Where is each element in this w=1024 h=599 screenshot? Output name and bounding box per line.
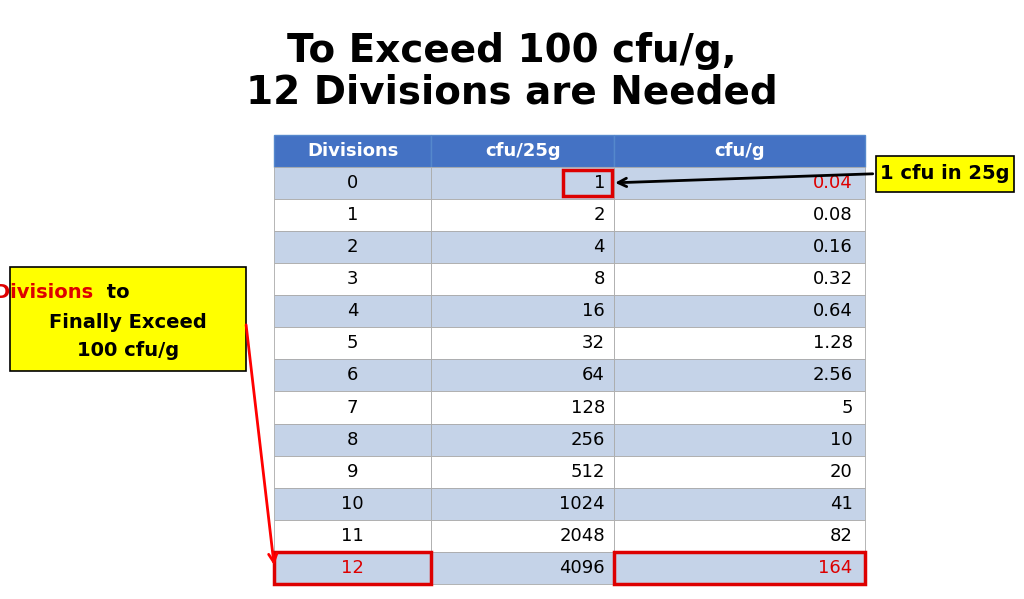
Bar <box>431 295 614 327</box>
Bar <box>614 263 865 295</box>
Bar <box>431 423 614 456</box>
Text: 1.28: 1.28 <box>813 334 853 352</box>
Text: 16: 16 <box>583 302 605 320</box>
Bar <box>614 456 865 488</box>
Text: 9: 9 <box>347 462 358 481</box>
Bar <box>274 263 431 295</box>
Text: 6: 6 <box>347 367 358 385</box>
Text: Finally Exceed: Finally Exceed <box>49 313 207 332</box>
Text: 11: 11 <box>341 527 365 545</box>
Bar <box>431 167 614 199</box>
Bar <box>614 552 865 584</box>
Text: 8: 8 <box>347 431 358 449</box>
Bar <box>431 392 614 423</box>
Bar <box>274 552 431 584</box>
Bar <box>274 488 431 520</box>
Text: 2: 2 <box>594 206 605 224</box>
Bar <box>614 552 865 584</box>
Text: 0.64: 0.64 <box>813 302 853 320</box>
Bar <box>614 135 865 167</box>
Text: 1 cfu in 25g: 1 cfu in 25g <box>880 164 1010 183</box>
Bar <box>274 327 431 359</box>
Text: 41: 41 <box>829 495 853 513</box>
Bar <box>614 231 865 263</box>
Text: 82: 82 <box>829 527 853 545</box>
Bar <box>274 135 431 167</box>
Bar <box>274 295 431 327</box>
Text: 12: 12 <box>341 559 365 577</box>
Bar <box>431 488 614 520</box>
Bar <box>614 327 865 359</box>
Text: cfu/g: cfu/g <box>715 142 765 160</box>
Text: cfu/25g: cfu/25g <box>484 142 560 160</box>
Text: 4: 4 <box>594 238 605 256</box>
Bar <box>431 199 614 231</box>
Text: 64: 64 <box>582 367 605 385</box>
Bar <box>274 456 431 488</box>
Bar <box>274 167 431 199</box>
Text: 20: 20 <box>830 462 853 481</box>
Text: 100 cfu/g: 100 cfu/g <box>77 341 179 360</box>
Bar <box>431 135 614 167</box>
Text: 1: 1 <box>594 174 605 192</box>
Text: 164: 164 <box>818 559 853 577</box>
Bar <box>431 263 614 295</box>
Bar <box>614 423 865 456</box>
Bar <box>431 456 614 488</box>
Bar <box>431 327 614 359</box>
Text: 12 Divisions are Needed: 12 Divisions are Needed <box>246 74 778 112</box>
Bar <box>431 552 614 584</box>
Bar <box>431 359 614 392</box>
Bar <box>614 392 865 423</box>
Bar <box>614 167 865 199</box>
Text: 0.04: 0.04 <box>813 174 853 192</box>
Text: 1024: 1024 <box>559 495 605 513</box>
Text: 4096: 4096 <box>559 559 605 577</box>
Text: 0: 0 <box>347 174 358 192</box>
Bar <box>274 359 431 392</box>
Text: 0.32: 0.32 <box>813 270 853 288</box>
Bar <box>614 520 865 552</box>
Bar <box>614 359 865 392</box>
Text: 0.08: 0.08 <box>813 206 853 224</box>
Text: 32: 32 <box>582 334 605 352</box>
Text: 7: 7 <box>347 398 358 416</box>
Bar <box>274 199 431 231</box>
Text: 0.16: 0.16 <box>813 238 853 256</box>
Bar <box>274 231 431 263</box>
Text: 8: 8 <box>594 270 605 288</box>
Text: 5: 5 <box>842 398 853 416</box>
Bar <box>563 170 612 196</box>
Text: 256: 256 <box>570 431 605 449</box>
Bar <box>431 231 614 263</box>
Bar <box>274 392 431 423</box>
Bar <box>614 295 865 327</box>
Bar <box>876 156 1014 192</box>
Text: Divisions: Divisions <box>307 142 398 160</box>
Text: To Exceed 100 cfu/g,: To Exceed 100 cfu/g, <box>287 32 737 70</box>
Bar <box>431 520 614 552</box>
Text: 2: 2 <box>347 238 358 256</box>
Text: 3: 3 <box>347 270 358 288</box>
Text: 5: 5 <box>347 334 358 352</box>
Bar <box>274 552 431 584</box>
Text: 1: 1 <box>347 206 358 224</box>
Bar <box>614 488 865 520</box>
Text: 4: 4 <box>347 302 358 320</box>
Bar <box>274 520 431 552</box>
Bar <box>274 423 431 456</box>
Text: 12 Divisions: 12 Divisions <box>0 283 92 302</box>
Text: 2.56: 2.56 <box>813 367 853 385</box>
Text: 10: 10 <box>830 431 853 449</box>
Bar <box>10 267 246 371</box>
Text: 10: 10 <box>341 495 364 513</box>
Text: 2048: 2048 <box>559 527 605 545</box>
Bar <box>614 199 865 231</box>
Text: 128: 128 <box>570 398 605 416</box>
Text: 512: 512 <box>570 462 605 481</box>
Text: to: to <box>99 283 129 302</box>
